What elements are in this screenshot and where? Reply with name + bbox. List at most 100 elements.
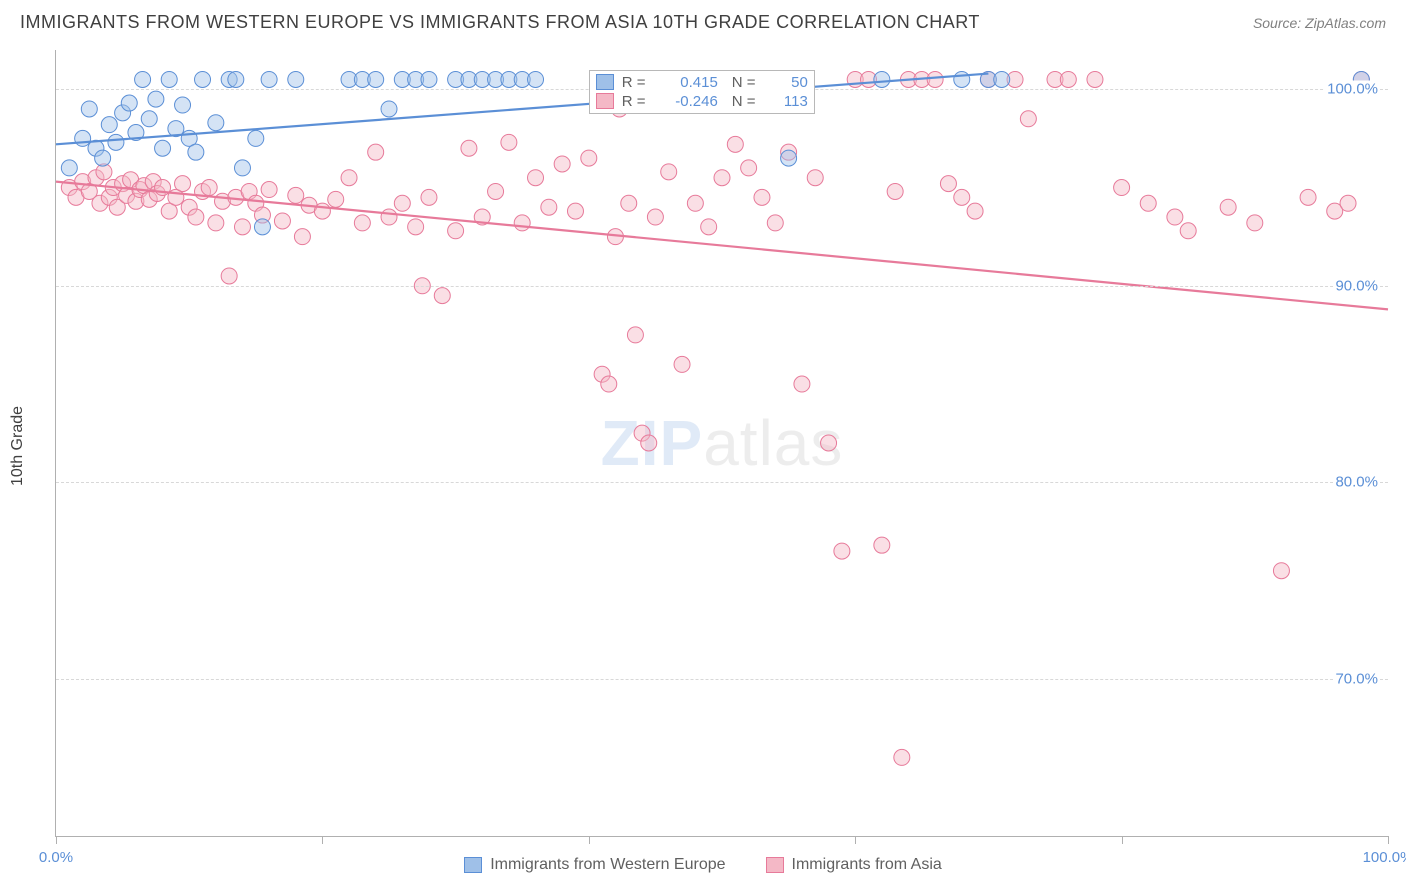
y-tick-label: 70.0% xyxy=(1333,670,1380,687)
scatter-point xyxy=(408,219,424,235)
legend-n-value: 113 xyxy=(770,93,808,110)
scatter-point xyxy=(701,219,717,235)
y-tick-label: 90.0% xyxy=(1333,277,1380,294)
scatter-point xyxy=(261,182,277,198)
scatter-point xyxy=(807,170,823,186)
bottom-legend-item: Immigrants from Asia xyxy=(766,856,942,874)
scatter-point xyxy=(641,435,657,451)
scatter-point xyxy=(887,183,903,199)
chart-area: ZIPatlas 70.0%80.0%90.0%100.0%0.0%100.0%… xyxy=(55,50,1388,837)
scatter-point xyxy=(135,71,151,87)
legend-r-value: -0.246 xyxy=(658,93,718,110)
legend-row: R =0.415N =50 xyxy=(596,73,808,92)
scatter-point xyxy=(195,71,211,87)
scatter-point xyxy=(234,219,250,235)
scatter-point xyxy=(434,288,450,304)
scatter-point xyxy=(581,150,597,166)
scatter-point xyxy=(567,203,583,219)
scatter-point xyxy=(554,156,570,172)
scatter-point xyxy=(1180,223,1196,239)
scatter-point xyxy=(175,97,191,113)
scatter-point xyxy=(954,71,970,87)
scatter-point xyxy=(341,170,357,186)
legend-swatch xyxy=(596,93,614,109)
scatter-point xyxy=(794,376,810,392)
scatter-point xyxy=(155,140,171,156)
scatter-point xyxy=(121,95,137,111)
y-tick-label: 100.0% xyxy=(1325,81,1380,98)
scatter-point xyxy=(927,71,943,87)
x-tick xyxy=(56,836,57,844)
scatter-point xyxy=(394,195,410,211)
scatter-point xyxy=(514,215,530,231)
legend-n-label: N = xyxy=(732,93,762,110)
scatter-point xyxy=(874,71,890,87)
scatter-point xyxy=(601,376,617,392)
plot-svg xyxy=(56,50,1388,836)
scatter-point xyxy=(208,215,224,231)
scatter-point xyxy=(1060,71,1076,87)
scatter-point xyxy=(528,170,544,186)
scatter-point xyxy=(354,215,370,231)
scatter-point xyxy=(1087,71,1103,87)
scatter-point xyxy=(754,189,770,205)
bottom-legend: Immigrants from Western Europe Immigrants… xyxy=(0,856,1406,874)
y-tick-label: 80.0% xyxy=(1333,474,1380,491)
trend-line xyxy=(56,182,1388,310)
legend-series-name: Immigrants from Western Europe xyxy=(490,856,725,874)
scatter-point xyxy=(248,130,264,146)
scatter-point xyxy=(1247,215,1263,231)
scatter-point xyxy=(727,136,743,152)
scatter-point xyxy=(954,189,970,205)
scatter-point xyxy=(175,176,191,192)
scatter-point xyxy=(501,134,517,150)
source-attribution: Source: ZipAtlas.com xyxy=(1253,15,1386,31)
scatter-point xyxy=(148,91,164,107)
scatter-point xyxy=(368,144,384,160)
bottom-legend-item: Immigrants from Western Europe xyxy=(464,856,725,874)
scatter-point xyxy=(627,327,643,343)
scatter-point xyxy=(940,176,956,192)
scatter-point xyxy=(61,160,77,176)
scatter-point xyxy=(687,195,703,211)
gridline-h xyxy=(56,679,1388,680)
scatter-point xyxy=(234,160,250,176)
legend-n-value: 50 xyxy=(770,74,808,91)
scatter-point xyxy=(141,111,157,127)
scatter-point xyxy=(781,150,797,166)
legend-row: R =-0.246N =113 xyxy=(596,92,808,111)
scatter-point xyxy=(821,435,837,451)
legend-swatch xyxy=(464,857,482,873)
scatter-point xyxy=(228,71,244,87)
scatter-point xyxy=(1340,195,1356,211)
scatter-point xyxy=(1114,180,1130,196)
scatter-point xyxy=(674,356,690,372)
legend-series-name: Immigrants from Asia xyxy=(792,856,942,874)
scatter-point xyxy=(647,209,663,225)
scatter-point xyxy=(1300,189,1316,205)
scatter-point xyxy=(328,191,344,207)
x-tick xyxy=(322,836,323,844)
scatter-point xyxy=(314,203,330,219)
scatter-point xyxy=(201,180,217,196)
x-tick xyxy=(855,836,856,844)
scatter-point xyxy=(661,164,677,180)
correlation-legend: R =0.415N =50R =-0.246N =113 xyxy=(589,70,815,114)
scatter-point xyxy=(274,213,290,229)
scatter-point xyxy=(101,117,117,133)
scatter-point xyxy=(75,130,91,146)
scatter-point xyxy=(81,101,97,117)
x-tick xyxy=(1122,836,1123,844)
scatter-point xyxy=(261,71,277,87)
x-tick xyxy=(1388,836,1389,844)
scatter-point xyxy=(1140,195,1156,211)
scatter-point xyxy=(381,101,397,117)
scatter-point xyxy=(294,229,310,245)
scatter-point xyxy=(368,71,384,87)
scatter-point xyxy=(894,749,910,765)
scatter-point xyxy=(1020,111,1036,127)
gridline-h xyxy=(56,286,1388,287)
scatter-point xyxy=(994,71,1010,87)
scatter-point xyxy=(108,134,124,150)
scatter-point xyxy=(448,223,464,239)
